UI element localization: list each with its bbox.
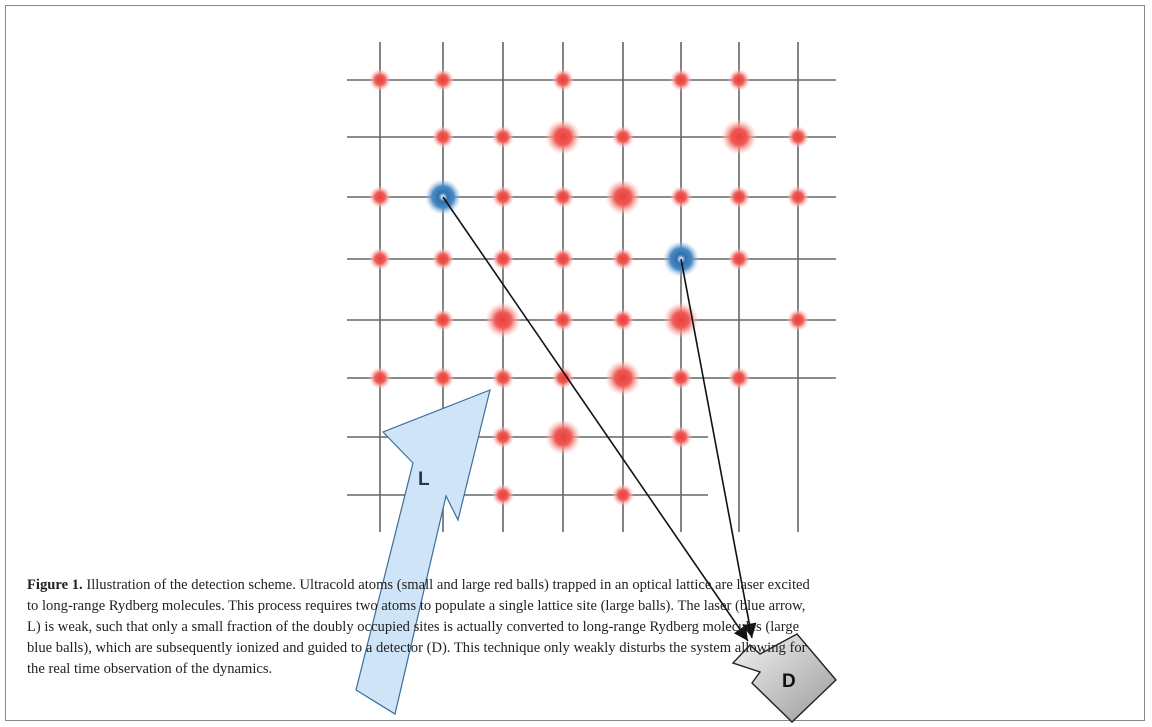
atom bbox=[485, 302, 521, 338]
caption-text: Illustration of the detection scheme. Ul… bbox=[86, 577, 809, 593]
atom bbox=[612, 309, 634, 331]
caption-line: to long-range Rydberg molecules. This pr… bbox=[27, 598, 805, 615]
atom bbox=[670, 186, 692, 208]
atom bbox=[552, 248, 574, 270]
atom bbox=[612, 248, 634, 270]
atom bbox=[787, 126, 809, 148]
atom bbox=[721, 119, 757, 155]
laser-label: L bbox=[418, 469, 430, 490]
laser-arrow bbox=[356, 390, 490, 714]
atom bbox=[605, 360, 641, 396]
caption-line: the real time observation of the dynamic… bbox=[27, 661, 272, 678]
atom bbox=[787, 186, 809, 208]
atom bbox=[545, 419, 581, 455]
page: {"figure": {"laser_label": "L", "detecto… bbox=[0, 0, 1152, 727]
atom bbox=[492, 484, 514, 506]
atom bbox=[432, 309, 454, 331]
atom bbox=[369, 186, 391, 208]
atom bbox=[728, 248, 750, 270]
atom bbox=[728, 186, 750, 208]
caption-label: Figure 1. bbox=[27, 577, 83, 593]
caption-line: L) is weak, such that only a small fract… bbox=[27, 619, 799, 636]
atom bbox=[612, 126, 634, 148]
atom bbox=[492, 186, 514, 208]
atom bbox=[670, 69, 692, 91]
atom bbox=[369, 69, 391, 91]
atom bbox=[432, 69, 454, 91]
atom bbox=[612, 484, 634, 506]
caption-line: Figure 1. Illustration of the detection … bbox=[27, 577, 810, 594]
atom bbox=[670, 426, 692, 448]
atom bbox=[545, 119, 581, 155]
detector-label: D bbox=[782, 671, 796, 692]
atom bbox=[432, 367, 454, 389]
atom bbox=[663, 302, 699, 338]
atom bbox=[432, 126, 454, 148]
lattice-diagram: L D bbox=[0, 0, 1152, 727]
atom bbox=[552, 186, 574, 208]
atom bbox=[728, 69, 750, 91]
atom bbox=[552, 309, 574, 331]
ion-path bbox=[443, 197, 748, 641]
atom bbox=[492, 126, 514, 148]
atom bbox=[605, 179, 641, 215]
atom bbox=[787, 309, 809, 331]
atom bbox=[728, 367, 750, 389]
atom bbox=[492, 248, 514, 270]
atom bbox=[492, 367, 514, 389]
atom bbox=[432, 248, 454, 270]
atom bbox=[369, 248, 391, 270]
atom bbox=[552, 69, 574, 91]
caption-line: blue balls), which are subsequently ioni… bbox=[27, 640, 807, 657]
atom bbox=[369, 367, 391, 389]
atom bbox=[670, 367, 692, 389]
atom bbox=[492, 426, 514, 448]
